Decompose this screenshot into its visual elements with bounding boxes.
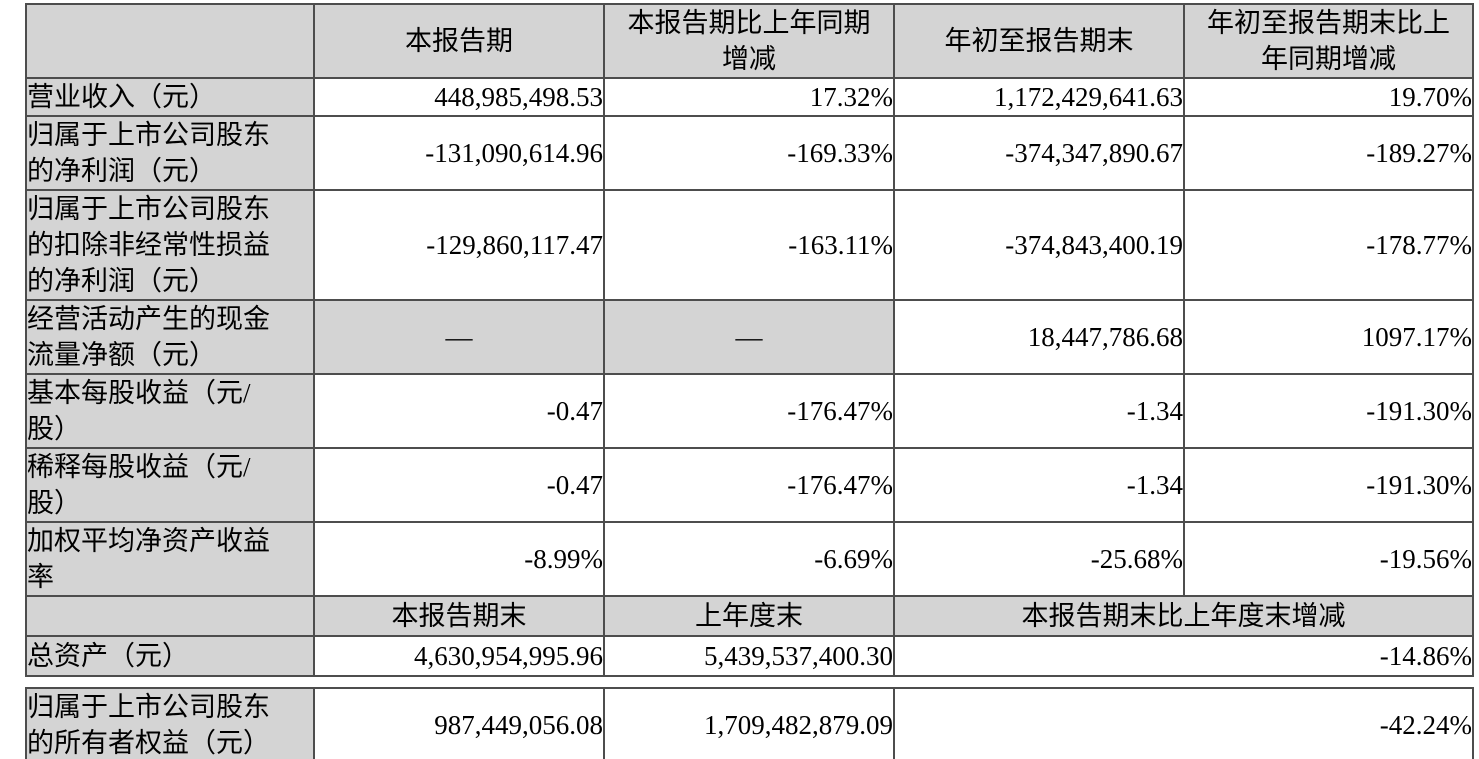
value-current-change: -6.69%	[603, 521, 895, 597]
blank-header-cell	[25, 595, 315, 637]
value-prior-year-end: 5,439,537,400.30	[603, 635, 895, 677]
row-label: 总资产（元）	[25, 635, 315, 677]
row-label: 经营活动产生的现金 流量净额（元）	[25, 299, 315, 375]
table-row-equity-attributable: 归属于上市公司股东 的所有者权益（元） 987,449,056.08 1,709…	[25, 687, 1475, 759]
value-current-change-dash: —	[603, 299, 895, 375]
table-row-diluted-eps: 稀释每股收益（元/ 股） -0.47 -176.47% -1.34 -191.3…	[25, 447, 1474, 523]
value-current-change: -169.33%	[603, 115, 895, 191]
value-ytd-change: -178.77%	[1183, 189, 1474, 301]
value-ytd: -25.68%	[893, 521, 1185, 597]
header-period-end-vs-prior-year-end: 本报告期末比上年度末增减	[893, 595, 1474, 637]
value-ytd: -374,347,890.67	[893, 115, 1185, 191]
header-current-period: 本报告期	[313, 3, 605, 79]
table-row-revenue: 营业收入（元） 448,985,498.53 17.32% 1,172,429,…	[25, 77, 1474, 117]
value-ytd-change: -191.30%	[1183, 447, 1474, 523]
value-change: -42.24%	[892, 687, 1475, 759]
value-current: -131,090,614.96	[313, 115, 605, 191]
value-change: -14.86%	[893, 635, 1474, 677]
key-financials-table: 本报告期 本报告期比上年同期 增减 年初至报告期末 年初至报告期末比上 年同期增…	[25, 3, 1474, 677]
equity-table-segment: 归属于上市公司股东 的所有者权益（元） 987,449,056.08 1,709…	[25, 687, 1475, 759]
value-current-dash: —	[313, 299, 605, 375]
value-ytd: -374,843,400.19	[893, 189, 1185, 301]
balance-header-row: 本报告期末 上年度末 本报告期末比上年度末增减	[25, 595, 1474, 637]
value-current: -0.47	[313, 373, 605, 449]
value-ytd: 18,447,786.68	[893, 299, 1185, 375]
header-prior-year-end: 上年度末	[603, 595, 895, 637]
value-ytd-change: -191.30%	[1183, 373, 1474, 449]
row-label: 归属于上市公司股东 的扣除非经常性损益 的净利润（元）	[25, 189, 315, 301]
period-header-row: 本报告期 本报告期比上年同期 增减 年初至报告期末 年初至报告期末比上 年同期增…	[25, 3, 1474, 79]
value-current-change: 17.32%	[603, 77, 895, 117]
value-current-change: -176.47%	[603, 373, 895, 449]
value-ytd: 1,172,429,641.63	[893, 77, 1185, 117]
row-label: 营业收入（元）	[25, 77, 315, 117]
value-ytd-change: 1097.17%	[1183, 299, 1474, 375]
table-row-net-profit: 归属于上市公司股东 的净利润（元） -131,090,614.96 -169.3…	[25, 115, 1474, 191]
value-ytd: -1.34	[893, 447, 1185, 523]
table-row-net-profit-excl-nonrecurring: 归属于上市公司股东 的扣除非经常性损益 的净利润（元） -129,860,117…	[25, 189, 1474, 301]
value-period-end: 4,630,954,995.96	[313, 635, 605, 677]
value-ytd: -1.34	[893, 373, 1185, 449]
value-ytd-change: -189.27%	[1183, 115, 1474, 191]
row-label: 归属于上市公司股东 的净利润（元）	[25, 115, 315, 191]
value-current-change: -163.11%	[603, 189, 895, 301]
value-current: -8.99%	[313, 521, 605, 597]
value-prior-year-end: 1,709,482,879.09	[603, 687, 895, 759]
header-current-vs-prior: 本报告期比上年同期 增减	[603, 3, 895, 79]
table-row-basic-eps: 基本每股收益（元/ 股） -0.47 -176.47% -1.34 -191.3…	[25, 373, 1474, 449]
row-label: 归属于上市公司股东 的所有者权益（元）	[25, 687, 315, 759]
row-label: 基本每股收益（元/ 股）	[25, 373, 315, 449]
value-ytd-change: -19.56%	[1183, 521, 1474, 597]
blank-header-cell	[25, 3, 315, 79]
row-label: 稀释每股收益（元/ 股）	[25, 447, 315, 523]
table-row-weighted-avg-roe: 加权平均净资产收益 率 -8.99% -6.69% -25.68% -19.56…	[25, 521, 1474, 597]
value-current-change: -176.47%	[603, 447, 895, 523]
header-ytd-vs-prior: 年初至报告期末比上 年同期增减	[1183, 3, 1474, 79]
value-current: -0.47	[313, 447, 605, 523]
header-period-end: 本报告期末	[313, 595, 605, 637]
table-row-operating-cash-flow: 经营活动产生的现金 流量净额（元） — — 18,447,786.68 1097…	[25, 299, 1474, 375]
value-period-end: 987,449,056.08	[313, 687, 605, 759]
header-ytd: 年初至报告期末	[893, 3, 1185, 79]
value-current: 448,985,498.53	[313, 77, 605, 117]
row-label: 加权平均净资产收益 率	[25, 521, 315, 597]
table-row-total-assets: 总资产（元） 4,630,954,995.96 5,439,537,400.30…	[25, 635, 1474, 677]
value-current: -129,860,117.47	[313, 189, 605, 301]
value-ytd-change: 19.70%	[1183, 77, 1474, 117]
